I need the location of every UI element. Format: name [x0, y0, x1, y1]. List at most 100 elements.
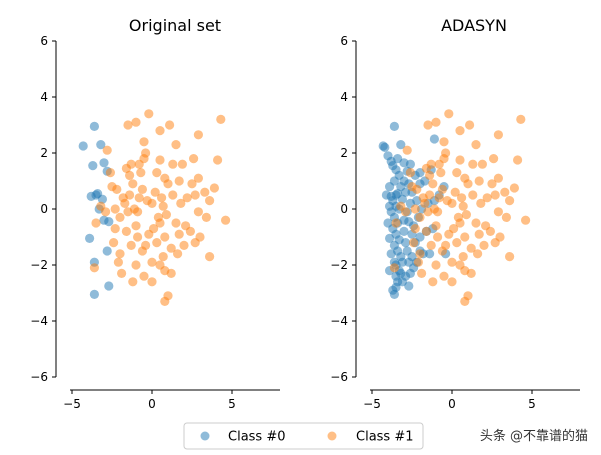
scatter-point [439, 271, 449, 281]
scatter-point [193, 207, 203, 217]
legend: Class #0 Class #1 [183, 422, 424, 450]
scatter-point [160, 232, 170, 242]
legend-marker-class-1 [327, 431, 337, 441]
scatter-point [128, 179, 138, 189]
scatter-point [460, 232, 470, 242]
scatter-point [391, 282, 401, 292]
scatter-point [493, 207, 503, 217]
scatter-point [437, 184, 447, 194]
scatter-point [102, 246, 112, 256]
scatter-point [431, 117, 441, 127]
scatter-point [205, 252, 215, 262]
scatter-point [113, 257, 123, 267]
scatter-point [160, 173, 170, 183]
scatter-point [205, 196, 215, 206]
scatter-point [176, 198, 186, 208]
legend-box [183, 422, 424, 450]
scatter-point [405, 159, 415, 169]
scatter-point [391, 218, 401, 228]
scatter-point [493, 173, 503, 183]
scatter-point [460, 173, 470, 183]
scatter-point [452, 168, 462, 178]
scatter-point [385, 182, 395, 192]
scatter-point [477, 159, 487, 169]
chart-title: ADASYN [441, 16, 507, 35]
scatter-point [144, 109, 154, 119]
scatter-point [516, 114, 526, 124]
y-tick-label: −2 [330, 258, 348, 272]
scatter-point [190, 238, 200, 248]
scatter-point [193, 130, 203, 140]
scatter-point [417, 268, 427, 278]
y-tick-label: 2 [40, 146, 48, 160]
scatter-point [96, 140, 106, 150]
scatter-point [158, 252, 168, 262]
scatter-point [110, 204, 120, 214]
scatter-point [147, 257, 157, 267]
scatter-point [165, 120, 175, 130]
scatter-point [423, 120, 433, 130]
scatter-point [139, 137, 149, 147]
scatter-point [125, 170, 135, 180]
scatter-point [476, 198, 486, 208]
scatter-point [189, 154, 199, 164]
chart-panel-original-set: Original set −6 −4 −2 0 2 4 6 −5 0 5 [30, 16, 280, 411]
scatter-point [434, 193, 444, 203]
scatter-point [200, 187, 210, 197]
series-class-1 [389, 109, 531, 306]
scatter-point [136, 168, 146, 178]
x-tick-label: 5 [528, 397, 536, 411]
scatter-point [410, 204, 420, 214]
scatter-point [157, 193, 167, 203]
x-tick-label: 0 [448, 397, 456, 411]
scatter-point [174, 176, 184, 186]
scatter-point [458, 201, 468, 211]
scatter-point [466, 243, 476, 253]
x-tick-label: −5 [63, 397, 81, 411]
scatter-point [173, 249, 183, 259]
scatter-point [389, 263, 399, 273]
y-tick-label: 0 [340, 202, 348, 216]
scatter-point [78, 141, 88, 151]
scatter-point [452, 238, 462, 248]
scatter-point [182, 193, 192, 203]
scatter-point [126, 159, 136, 169]
scatter-point [85, 233, 95, 243]
scatter-point [121, 226, 131, 236]
scatter-point [428, 179, 438, 189]
legend-label-class-0: Class #0 [228, 430, 286, 445]
scatter-point [413, 257, 423, 267]
scatter-point [171, 140, 181, 150]
scatter-point [474, 176, 484, 186]
scatter-point [450, 187, 460, 197]
scatter-point [174, 229, 184, 239]
scatter-point [131, 221, 141, 231]
scatter-point [482, 193, 492, 203]
scatter-point [115, 249, 125, 259]
scatter-point [447, 257, 457, 267]
scatter-point [193, 173, 203, 183]
y-tick-label: 0 [40, 202, 48, 216]
scatter-point [396, 182, 406, 192]
scatter-point [393, 154, 403, 164]
scatter-point [110, 224, 120, 234]
scatter-point [102, 145, 112, 155]
scatter-point [501, 212, 511, 222]
scatter-point [216, 114, 226, 124]
scatter-point [118, 193, 128, 203]
scatter-point [221, 215, 231, 225]
scatter-point [115, 212, 125, 222]
scatter-point [168, 159, 178, 169]
scatter-point [399, 226, 409, 236]
scatter-point [131, 260, 141, 270]
scatter-point [150, 187, 160, 197]
scatter-point [166, 243, 176, 253]
scatter-point [415, 249, 425, 259]
scatter-point [123, 120, 133, 130]
y-tick-label: 2 [340, 146, 348, 160]
scatter-point [439, 137, 449, 147]
scatter-point [449, 224, 459, 234]
scatter-point [133, 232, 143, 242]
scatter-point [404, 257, 414, 267]
